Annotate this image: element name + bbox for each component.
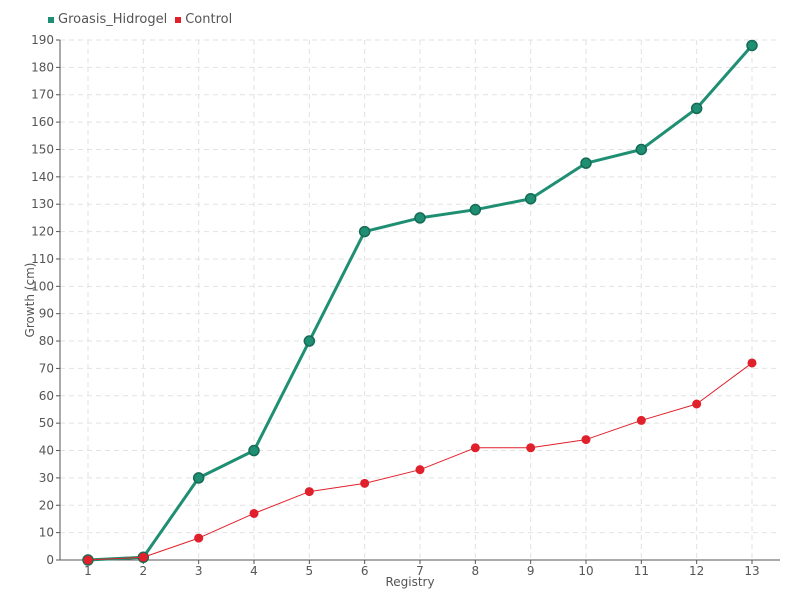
y-tick-label: 20 (39, 498, 54, 512)
data-point[interactable] (526, 443, 536, 453)
data-point[interactable] (635, 143, 648, 156)
data-point[interactable] (414, 212, 426, 224)
data-point[interactable] (249, 508, 259, 518)
y-tick-label: 70 (39, 361, 54, 375)
legend: Groasis_Hidrogel Control (48, 12, 232, 27)
data-point[interactable] (469, 203, 482, 216)
data-point[interactable] (690, 102, 703, 115)
data-point[interactable] (580, 157, 592, 169)
data-point[interactable] (692, 399, 702, 409)
x-axis-title: Registry (385, 575, 434, 589)
data-point[interactable] (248, 444, 260, 457)
legend-swatch-groasis (48, 16, 54, 23)
x-tick-label: 10 (578, 564, 593, 578)
x-tick-label: 2 (140, 564, 148, 578)
y-tick-label: 30 (39, 471, 54, 485)
x-tick-label: 9 (527, 564, 535, 578)
legend-item-control[interactable]: Control (175, 12, 232, 27)
data-point[interactable] (360, 478, 370, 488)
y-tick-label: 60 (39, 389, 54, 403)
x-tick-label: 6 (361, 564, 369, 578)
y-tick-label: 140 (31, 170, 54, 184)
y-tick-label: 120 (31, 225, 54, 239)
legend-item-groasis[interactable]: Groasis_Hidrogel (48, 12, 167, 27)
y-tick-label: 40 (39, 444, 54, 458)
x-tick-label: 11 (634, 564, 649, 578)
y-tick-label: 180 (31, 60, 54, 74)
legend-label-groasis: Groasis_Hidrogel (58, 12, 168, 27)
data-point[interactable] (194, 533, 204, 543)
y-tick-label: 90 (39, 307, 54, 321)
data-point[interactable] (138, 552, 148, 562)
y-tick-label: 150 (31, 142, 54, 156)
y-tick-label: 190 (31, 33, 54, 47)
data-point[interactable] (636, 415, 646, 425)
x-tick-label: 7 (416, 564, 424, 578)
legend-label-control: Control (185, 12, 233, 27)
x-tick-label: 4 (250, 564, 258, 578)
data-point[interactable] (581, 435, 591, 445)
data-point[interactable] (524, 192, 537, 205)
data-point[interactable] (192, 472, 205, 484)
data-point[interactable] (83, 555, 93, 565)
y-tick-label: 10 (39, 526, 54, 540)
x-tick-label: 12 (689, 564, 704, 578)
y-axis-title: Growth (cm) (23, 263, 37, 338)
y-tick-label: 50 (39, 416, 54, 430)
data-point[interactable] (358, 225, 371, 238)
x-tick-label: 1 (84, 564, 92, 578)
data-point[interactable] (303, 335, 316, 347)
x-tick-label: 5 (306, 564, 314, 578)
data-point[interactable] (746, 39, 758, 52)
x-tick-label: 13 (744, 564, 759, 578)
y-tick-label: 130 (31, 197, 54, 211)
y-tick-label: 110 (31, 252, 54, 266)
y-tick-label: 0 (46, 553, 54, 567)
data-point[interactable] (304, 487, 314, 497)
x-tick-label: 8 (472, 564, 480, 578)
y-tick-label: 80 (39, 334, 54, 348)
x-tick-label: 3 (195, 564, 203, 578)
y-tick-label: 170 (31, 88, 54, 102)
data-point[interactable] (415, 465, 425, 475)
legend-swatch-control (175, 16, 182, 23)
data-point[interactable] (747, 358, 757, 368)
y-tick-label: 100 (31, 279, 54, 293)
data-point[interactable] (470, 443, 480, 453)
y-tick-label: 160 (31, 115, 54, 129)
